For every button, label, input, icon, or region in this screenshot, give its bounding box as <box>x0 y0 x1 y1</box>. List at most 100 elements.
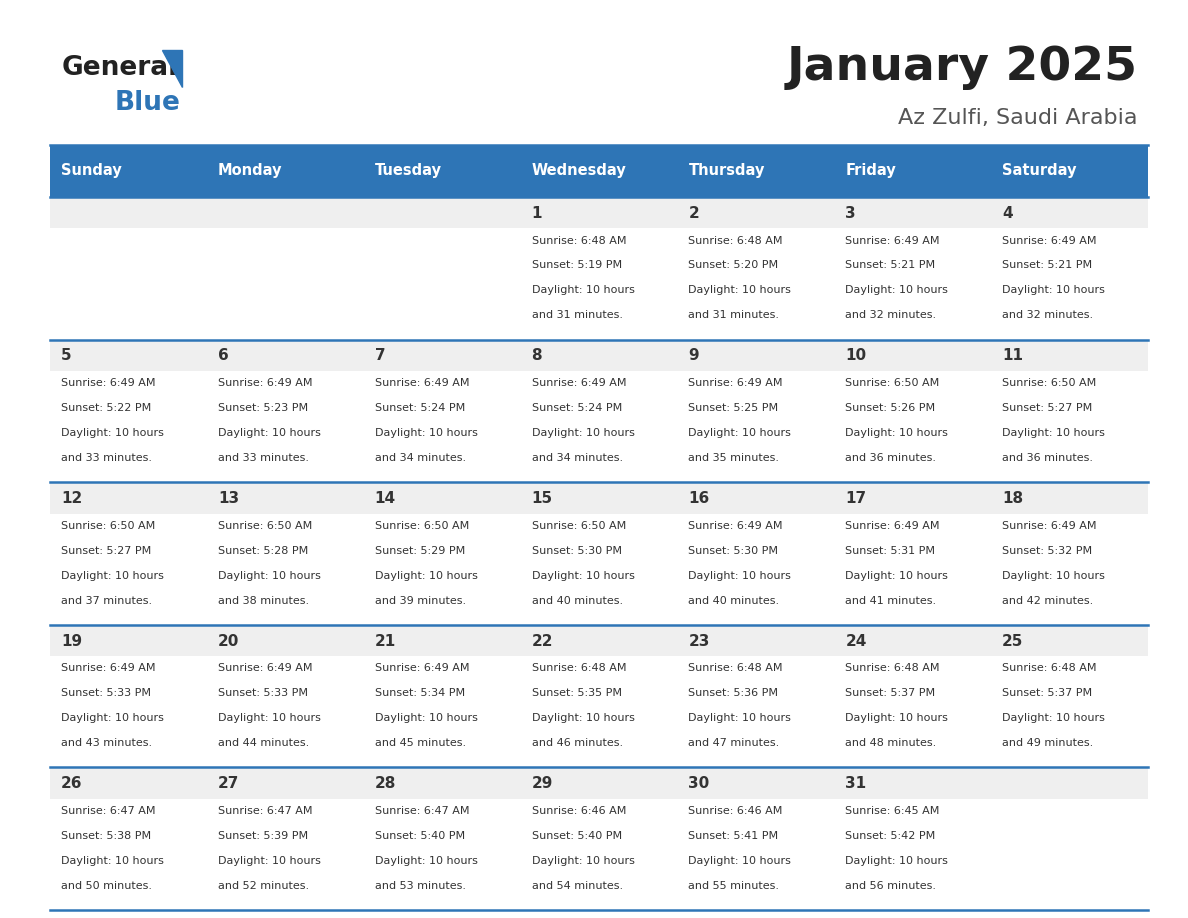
Bar <box>991 482 1148 513</box>
Bar <box>677 371 834 482</box>
Text: and 52 minutes.: and 52 minutes. <box>217 880 309 890</box>
Bar <box>364 625 520 656</box>
Text: and 46 minutes.: and 46 minutes. <box>531 738 623 748</box>
Bar <box>207 625 364 656</box>
Bar <box>207 767 364 799</box>
Text: Sunrise: 6:49 AM: Sunrise: 6:49 AM <box>688 378 783 388</box>
Text: and 32 minutes.: and 32 minutes. <box>846 310 936 320</box>
Text: Sunset: 5:28 PM: Sunset: 5:28 PM <box>217 545 308 555</box>
Text: 3: 3 <box>846 206 855 221</box>
Text: Daylight: 10 hours: Daylight: 10 hours <box>846 428 948 438</box>
Bar <box>50 371 207 482</box>
Bar <box>207 340 364 371</box>
Text: 9: 9 <box>688 349 699 364</box>
Bar <box>364 799 520 910</box>
Text: Sunrise: 6:49 AM: Sunrise: 6:49 AM <box>217 378 312 388</box>
Bar <box>520 767 677 799</box>
Text: Daylight: 10 hours: Daylight: 10 hours <box>374 713 478 723</box>
Bar <box>50 625 207 656</box>
Text: Sunset: 5:37 PM: Sunset: 5:37 PM <box>1003 688 1092 699</box>
Text: Sunset: 5:36 PM: Sunset: 5:36 PM <box>688 688 778 699</box>
Text: Sunrise: 6:47 AM: Sunrise: 6:47 AM <box>217 806 312 816</box>
Text: and 32 minutes.: and 32 minutes. <box>1003 310 1093 320</box>
Text: Daylight: 10 hours: Daylight: 10 hours <box>531 285 634 296</box>
Text: Sunset: 5:24 PM: Sunset: 5:24 PM <box>531 403 621 413</box>
Bar <box>834 767 991 799</box>
Bar <box>834 340 991 371</box>
Text: Sunset: 5:23 PM: Sunset: 5:23 PM <box>217 403 308 413</box>
Text: Sunrise: 6:46 AM: Sunrise: 6:46 AM <box>688 806 783 816</box>
Text: and 31 minutes.: and 31 minutes. <box>531 310 623 320</box>
Text: Daylight: 10 hours: Daylight: 10 hours <box>846 285 948 296</box>
Bar <box>991 513 1148 625</box>
Text: Daylight: 10 hours: Daylight: 10 hours <box>1003 285 1105 296</box>
Bar <box>207 145 364 197</box>
Bar <box>364 656 520 767</box>
Text: Sunrise: 6:48 AM: Sunrise: 6:48 AM <box>688 664 783 673</box>
Text: Sunrise: 6:49 AM: Sunrise: 6:49 AM <box>1003 521 1097 531</box>
Text: Sunset: 5:33 PM: Sunset: 5:33 PM <box>61 688 151 699</box>
Text: Daylight: 10 hours: Daylight: 10 hours <box>531 428 634 438</box>
Text: Daylight: 10 hours: Daylight: 10 hours <box>531 713 634 723</box>
Text: 6: 6 <box>217 349 228 364</box>
Text: Thursday: Thursday <box>688 163 765 178</box>
Bar <box>364 340 520 371</box>
Text: Sunrise: 6:45 AM: Sunrise: 6:45 AM <box>846 806 940 816</box>
Text: 8: 8 <box>531 349 542 364</box>
Text: Sunset: 5:21 PM: Sunset: 5:21 PM <box>1003 261 1092 271</box>
Text: 19: 19 <box>61 633 82 649</box>
Bar <box>207 656 364 767</box>
Text: 1: 1 <box>531 206 542 221</box>
Bar <box>207 197 364 229</box>
Text: Daylight: 10 hours: Daylight: 10 hours <box>1003 713 1105 723</box>
Bar <box>207 229 364 340</box>
Bar <box>991 767 1148 799</box>
Bar <box>677 145 834 197</box>
Text: 30: 30 <box>688 777 709 791</box>
Text: Sunset: 5:22 PM: Sunset: 5:22 PM <box>61 403 151 413</box>
Text: Sunrise: 6:48 AM: Sunrise: 6:48 AM <box>688 236 783 245</box>
Text: Daylight: 10 hours: Daylight: 10 hours <box>374 571 478 580</box>
Text: Blue: Blue <box>115 90 181 116</box>
Text: 29: 29 <box>531 777 552 791</box>
Text: 16: 16 <box>688 491 709 506</box>
Bar <box>834 625 991 656</box>
Text: 27: 27 <box>217 777 239 791</box>
Bar <box>364 371 520 482</box>
Bar <box>991 197 1148 229</box>
Bar <box>520 340 677 371</box>
Bar <box>677 767 834 799</box>
Text: January 2025: January 2025 <box>786 46 1138 91</box>
Text: and 39 minutes.: and 39 minutes. <box>374 596 466 606</box>
Bar <box>50 145 207 197</box>
Text: Daylight: 10 hours: Daylight: 10 hours <box>688 285 791 296</box>
Text: Sunrise: 6:50 AM: Sunrise: 6:50 AM <box>846 378 940 388</box>
Text: Sunset: 5:37 PM: Sunset: 5:37 PM <box>846 688 935 699</box>
Text: Daylight: 10 hours: Daylight: 10 hours <box>61 428 164 438</box>
Text: 24: 24 <box>846 633 866 649</box>
Text: Sunset: 5:31 PM: Sunset: 5:31 PM <box>846 545 935 555</box>
Bar <box>834 145 991 197</box>
Text: 2: 2 <box>688 206 700 221</box>
Bar <box>207 482 364 513</box>
Text: Sunset: 5:21 PM: Sunset: 5:21 PM <box>846 261 935 271</box>
Text: 25: 25 <box>1003 633 1024 649</box>
Text: Az Zulfi, Saudi Arabia: Az Zulfi, Saudi Arabia <box>898 108 1138 128</box>
Text: Sunrise: 6:47 AM: Sunrise: 6:47 AM <box>374 806 469 816</box>
Bar <box>207 799 364 910</box>
Text: 14: 14 <box>374 491 396 506</box>
Text: Sunset: 5:27 PM: Sunset: 5:27 PM <box>1003 403 1093 413</box>
Bar <box>520 625 677 656</box>
Text: Daylight: 10 hours: Daylight: 10 hours <box>217 571 321 580</box>
Text: Friday: Friday <box>846 163 896 178</box>
Text: 31: 31 <box>846 777 866 791</box>
Text: 17: 17 <box>846 491 866 506</box>
Text: Sunrise: 6:49 AM: Sunrise: 6:49 AM <box>61 378 156 388</box>
Bar <box>677 229 834 340</box>
Text: and 53 minutes.: and 53 minutes. <box>374 880 466 890</box>
Text: Sunrise: 6:49 AM: Sunrise: 6:49 AM <box>531 378 626 388</box>
Text: Daylight: 10 hours: Daylight: 10 hours <box>846 856 948 866</box>
Text: Sunset: 5:40 PM: Sunset: 5:40 PM <box>374 831 465 841</box>
Bar <box>364 197 520 229</box>
Text: Daylight: 10 hours: Daylight: 10 hours <box>374 428 478 438</box>
